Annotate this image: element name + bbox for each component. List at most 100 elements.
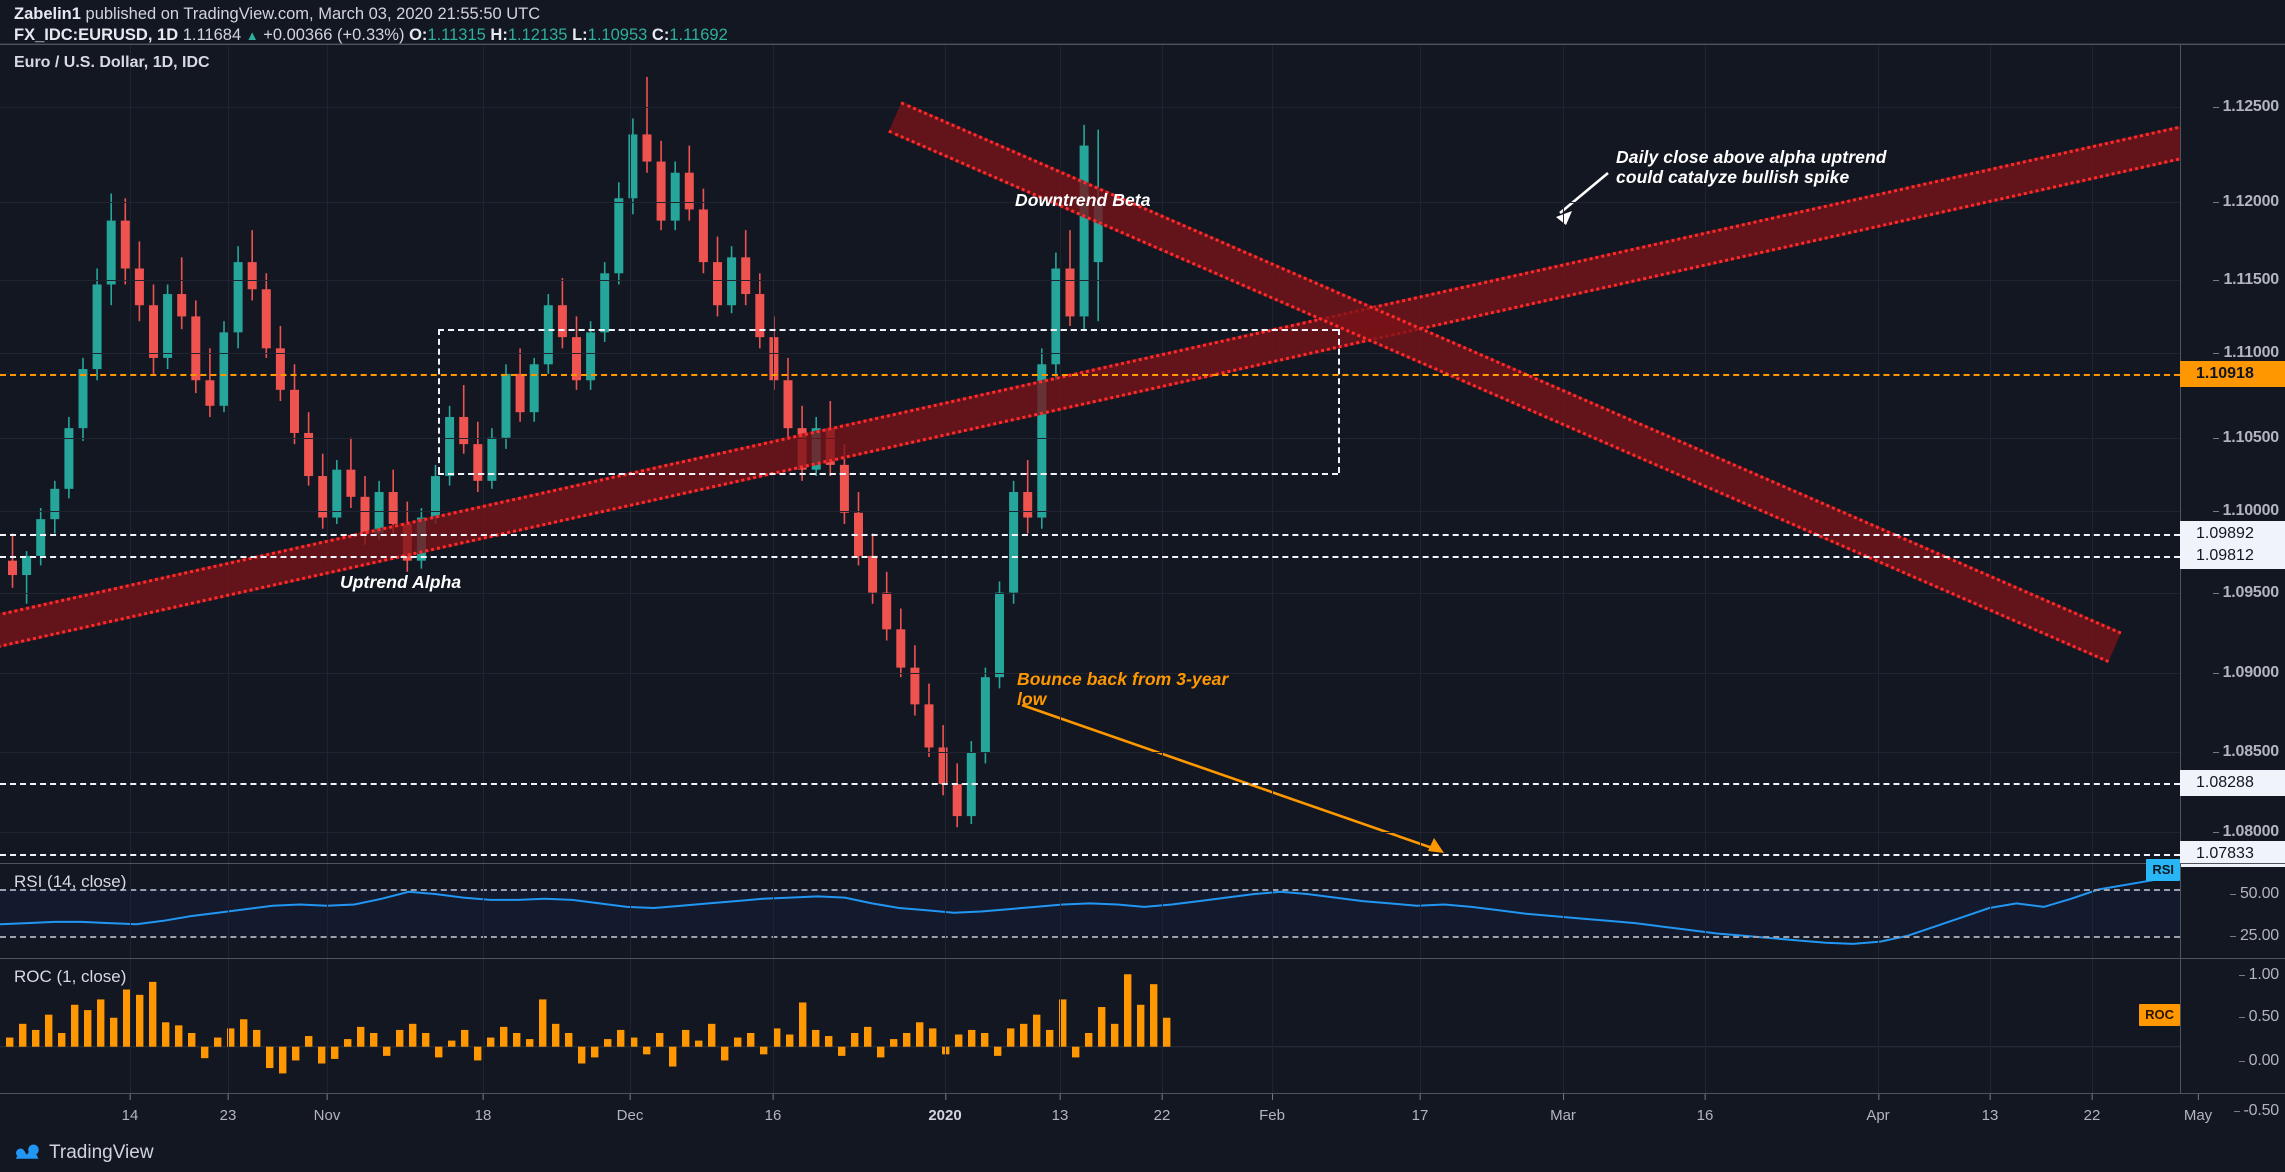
roc-badge[interactable]: ROC (2139, 1003, 2180, 1026)
price-gridline (0, 752, 2180, 753)
ohlc-low-label: L: (572, 26, 588, 44)
pane-vgridline (1563, 864, 1564, 958)
pane-vgridline (1705, 959, 1706, 1093)
price-scale[interactable]: 1.12500 1.12000 1.11500 1.11000 1.10500 1.100… (2180, 45, 2285, 867)
chart-header: Zabelin1 published on TradingView.com, M… (0, 0, 2285, 44)
roc-pane[interactable]: ROC (1, close) 1.00 0.50 0.00 -0.50 ROC (0, 958, 2285, 1119)
consolidation-box-edge (438, 329, 440, 473)
roc-plot-area[interactable]: ROC (1, close) (0, 959, 2180, 1093)
rsi-title[interactable]: RSI (14, close) (14, 872, 127, 891)
rsi-scale[interactable]: 50.00 25.00 (2180, 864, 2285, 958)
price-vgridline (945, 45, 946, 863)
time-tick: 14 (121, 1094, 139, 1124)
rsi-level-line (0, 889, 2180, 892)
time-tick: Apr (1866, 1094, 1890, 1124)
price-vgridline (2092, 45, 2093, 863)
pane-vgridline (2092, 864, 2093, 958)
pane-vgridline (130, 959, 131, 1093)
rsi-level-line (0, 935, 2180, 938)
roc-tick: 1.00 (2238, 966, 2279, 983)
publish-text: published on TradingView.com, March 03, … (85, 5, 541, 23)
pane-vgridline (773, 959, 774, 1093)
ohlc-open-value: 1.11315 (427, 26, 486, 44)
pane-vgridline (630, 959, 631, 1093)
rsi-band (0, 889, 2180, 936)
rsi-plot-area[interactable]: RSI (14, close) (0, 864, 2180, 958)
symbol-ticker[interactable]: FX_IDC:EURUSD, 1D (14, 26, 179, 44)
price-plot-area[interactable]: Euro / U.S. Dollar, 1D, IDC Downtrend Bet… (0, 45, 2180, 863)
pane-vgridline (1272, 864, 1273, 958)
rsi-pane[interactable]: RSI (14, close) 50.00 25.00 RSI (0, 859, 2285, 958)
up-arrow-icon: ▲ (245, 28, 259, 43)
rsi-badge[interactable]: RSI (2146, 859, 2180, 881)
price-gridline (0, 107, 2180, 108)
roc-tick: 0.50 (2238, 1008, 2279, 1025)
pane-vgridline (1272, 959, 1273, 1093)
pane-vgridline (1705, 864, 1706, 958)
chart-frame[interactable]: Euro / U.S. Dollar, 1D, IDC Downtrend Bet… (0, 44, 2285, 1134)
time-tick: Nov (313, 1094, 341, 1124)
price-tick: 1.09000 (2212, 664, 2279, 681)
pane-vgridline (483, 864, 484, 958)
price-tick: 1.12000 (2212, 193, 2279, 210)
pane-vgridline (228, 959, 229, 1093)
annotation-downtrend-beta[interactable]: Downtrend Beta (1015, 190, 1151, 210)
resistance-line-2 (0, 556, 2180, 558)
price-level-badge[interactable]: 1.09892 (2180, 521, 2285, 547)
pane-vgridline (483, 959, 484, 1093)
price-tick: 1.08000 (2212, 823, 2279, 840)
time-tick: 18 (474, 1094, 492, 1124)
time-tick: Feb (1259, 1094, 1285, 1124)
ohlc-high-label: H: (490, 26, 508, 44)
symbol-line: FX_IDC:EURUSD, 1D 1.11684 ▲ +0.00366 (+0… (14, 25, 2285, 46)
publish-line: Zabelin1 published on TradingView.com, M… (14, 4, 2285, 25)
annotation-bullish-spike[interactable]: Daily close above alpha uptrend could ca… (1616, 147, 1887, 187)
consolidation-box-lower (438, 473, 1338, 475)
price-gridline (0, 673, 2180, 674)
roc-scale[interactable]: 1.00 0.50 0.00 -0.50 (2180, 959, 2285, 1119)
annotation-uptrend-alpha[interactable]: Uptrend Alpha (340, 572, 462, 592)
time-tick: 13 (1981, 1094, 1999, 1124)
roc-tick: 0.00 (2238, 1052, 2279, 1069)
rsi-tick: 50.00 (2229, 885, 2279, 902)
price-pane[interactable]: Euro / U.S. Dollar, 1D, IDC Downtrend Bet… (0, 44, 2285, 867)
time-tick: 16 (1696, 1094, 1714, 1124)
pane-vgridline (773, 864, 774, 958)
pane-vgridline (1990, 959, 1991, 1093)
time-tick: 22 (1153, 1094, 1171, 1124)
time-tick: 16 (764, 1094, 782, 1124)
price-vgridline (327, 45, 328, 863)
support-line-2 (0, 854, 2180, 856)
price-vgridline (1563, 45, 1564, 863)
time-tick: Mar (1550, 1094, 1576, 1124)
price-level-badge[interactable]: 1.10918 (2180, 361, 2285, 387)
ohlc-low-value: 1.10953 (587, 26, 648, 44)
roc-bars-layer (0, 974, 2180, 1074)
pane-vgridline (945, 959, 946, 1093)
pane-vgridline (945, 864, 946, 958)
rsi-tick: 25.00 (2229, 927, 2279, 944)
rsi-line-layer (0, 874, 2180, 945)
price-gridline (0, 438, 2180, 439)
pane-vgridline (1060, 864, 1061, 958)
consolidation-box-upper (438, 329, 1338, 331)
time-axis[interactable]: 14 23 Nov 18 Dec 16 2020 13 22 Feb 17 Mar 16 Apr 13 22 M… (0, 1093, 2285, 1134)
roc-title[interactable]: ROC (1, close) (14, 967, 127, 986)
price-vgridline (1060, 45, 1061, 863)
price-level-badge[interactable]: 1.08288 (2180, 770, 2285, 796)
pane-vgridline (1420, 959, 1421, 1093)
tradingview-brand: TradingView (49, 1142, 154, 1163)
annotation-bounce-back[interactable]: Bounce back from 3-year low (1017, 669, 1229, 709)
price-gridline (0, 353, 2180, 354)
price-tick: 1.10500 (2212, 429, 2279, 446)
price-tick: 1.09500 (2212, 584, 2279, 601)
price-level-badge[interactable]: 1.07833 (2180, 841, 2285, 867)
current-price-line (0, 374, 2180, 376)
price-level-badge[interactable]: 1.09812 (2180, 543, 2285, 569)
price-vgridline (1272, 45, 1273, 863)
pane-vgridline (1878, 959, 1879, 1093)
price-tick: 1.10000 (2212, 502, 2279, 519)
price-vgridline (1878, 45, 1879, 863)
price-vgridline (1162, 45, 1163, 863)
time-tick: Dec (616, 1094, 644, 1124)
